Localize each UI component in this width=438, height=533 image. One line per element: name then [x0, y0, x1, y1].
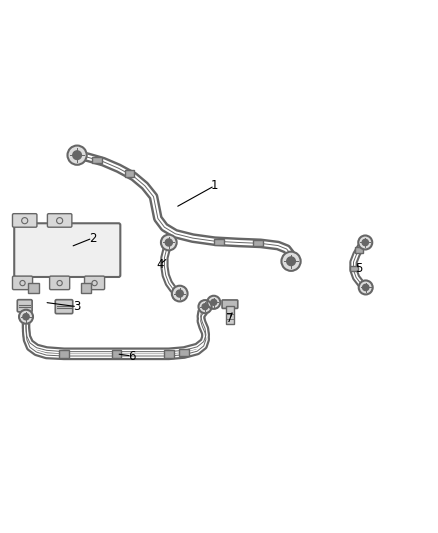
FancyBboxPatch shape	[55, 300, 73, 313]
Bar	[254, 240, 263, 246]
Circle shape	[73, 151, 81, 159]
FancyBboxPatch shape	[17, 300, 32, 312]
Circle shape	[165, 239, 172, 246]
Text: 1: 1	[211, 179, 219, 192]
Bar	[179, 349, 189, 357]
FancyBboxPatch shape	[49, 276, 70, 289]
Text: 4: 4	[156, 258, 164, 271]
Text: 2: 2	[88, 232, 96, 245]
FancyBboxPatch shape	[47, 214, 72, 227]
Circle shape	[202, 304, 208, 310]
Bar	[59, 350, 69, 358]
Bar	[125, 171, 134, 176]
Circle shape	[362, 239, 368, 246]
Circle shape	[67, 146, 87, 165]
Circle shape	[161, 235, 177, 251]
Circle shape	[176, 290, 183, 297]
Circle shape	[363, 284, 369, 290]
FancyBboxPatch shape	[222, 300, 238, 309]
Circle shape	[211, 300, 217, 305]
Bar	[28, 283, 39, 293]
Bar	[355, 247, 363, 253]
Circle shape	[358, 236, 372, 249]
Bar	[360, 284, 368, 289]
Bar	[92, 157, 102, 164]
Circle shape	[282, 252, 300, 271]
Bar	[214, 239, 224, 245]
Circle shape	[172, 286, 187, 302]
FancyBboxPatch shape	[14, 223, 120, 277]
Circle shape	[19, 310, 33, 324]
FancyBboxPatch shape	[12, 214, 37, 227]
Text: 5: 5	[355, 262, 362, 275]
Circle shape	[23, 313, 29, 320]
Text: 3: 3	[74, 300, 81, 313]
Circle shape	[287, 257, 295, 265]
Circle shape	[207, 296, 220, 309]
Bar	[81, 283, 91, 293]
Circle shape	[359, 280, 373, 294]
Bar	[226, 306, 234, 325]
Text: 7: 7	[226, 312, 233, 325]
FancyBboxPatch shape	[85, 276, 105, 289]
Bar	[164, 350, 173, 358]
Circle shape	[198, 300, 212, 313]
Bar	[112, 350, 121, 358]
FancyBboxPatch shape	[12, 276, 32, 289]
Text: 6: 6	[128, 350, 135, 362]
Bar	[350, 266, 358, 271]
